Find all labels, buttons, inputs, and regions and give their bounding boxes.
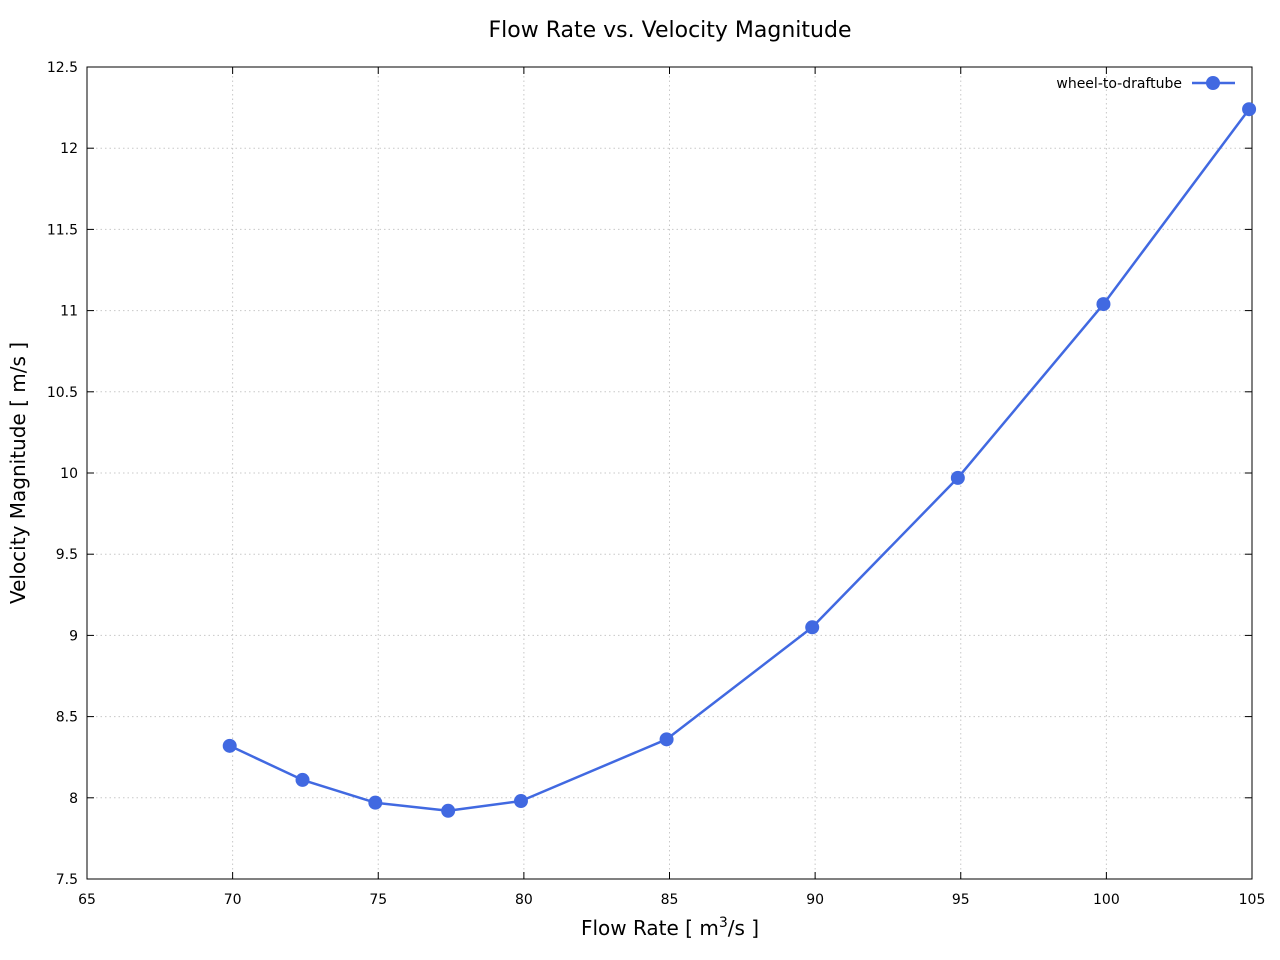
y-tick-label: 7.5 — [56, 872, 78, 888]
data-point — [295, 772, 310, 787]
y-tick-label: 9 — [69, 628, 78, 644]
x-tick-label: 95 — [952, 892, 970, 908]
x-tick-label: 105 — [1239, 892, 1266, 908]
y-axis-title: Velocity Magnitude [ m/s ] — [6, 342, 30, 604]
y-tick-label: 12.5 — [47, 60, 78, 76]
x-tick-label: 80 — [515, 892, 533, 908]
chart-title: Flow Rate vs. Velocity Magnitude — [489, 18, 852, 43]
tick-layer: 65 70 75 80 85 90 95 100 105 7.5 8 8.5 9 9.5 10 10.5 11 1… — [47, 60, 1266, 908]
y-tick-label: 11.5 — [47, 222, 78, 238]
data-point — [1242, 102, 1257, 117]
series-line — [229, 108, 1251, 813]
y-tick-label: 12 — [60, 141, 78, 157]
x-tick-label: 100 — [1093, 892, 1120, 908]
x-axis-title: Flow Rate [ m3/s ] — [581, 915, 759, 940]
y-tick-label: 8 — [69, 791, 78, 807]
x-axis-title-superscript: 3 — [719, 915, 728, 931]
legend-marker — [1206, 76, 1220, 90]
x-tick-label: 70 — [224, 892, 242, 908]
y-tick-label: 9.5 — [56, 547, 78, 563]
x-tick-label: 75 — [369, 892, 387, 908]
x-tick-label: 85 — [661, 892, 679, 908]
x-tick-label: 90 — [806, 892, 824, 908]
y-tick-label: 10.5 — [47, 385, 78, 401]
data-point — [222, 738, 237, 753]
data-point — [1096, 297, 1111, 312]
legend-label: wheel-to-draftube — [1056, 76, 1182, 92]
data-point — [513, 794, 528, 809]
data-point — [659, 732, 674, 747]
data-point — [368, 795, 383, 810]
y-tick-label: 8.5 — [56, 710, 78, 726]
x-tick-label: 65 — [78, 892, 96, 908]
data-point — [950, 470, 965, 485]
data-point — [441, 803, 456, 818]
x-axis-title-main: Flow Rate [ m — [581, 916, 719, 940]
grid-layer — [87, 67, 1252, 879]
y-tick-label: 10 — [60, 466, 78, 482]
x-axis-title-tail: /s ] — [728, 916, 759, 940]
legend: wheel-to-draftube — [1056, 76, 1235, 92]
y-tick-label: 11 — [60, 304, 78, 320]
data-point — [805, 620, 820, 635]
series-layer — [222, 102, 1257, 818]
